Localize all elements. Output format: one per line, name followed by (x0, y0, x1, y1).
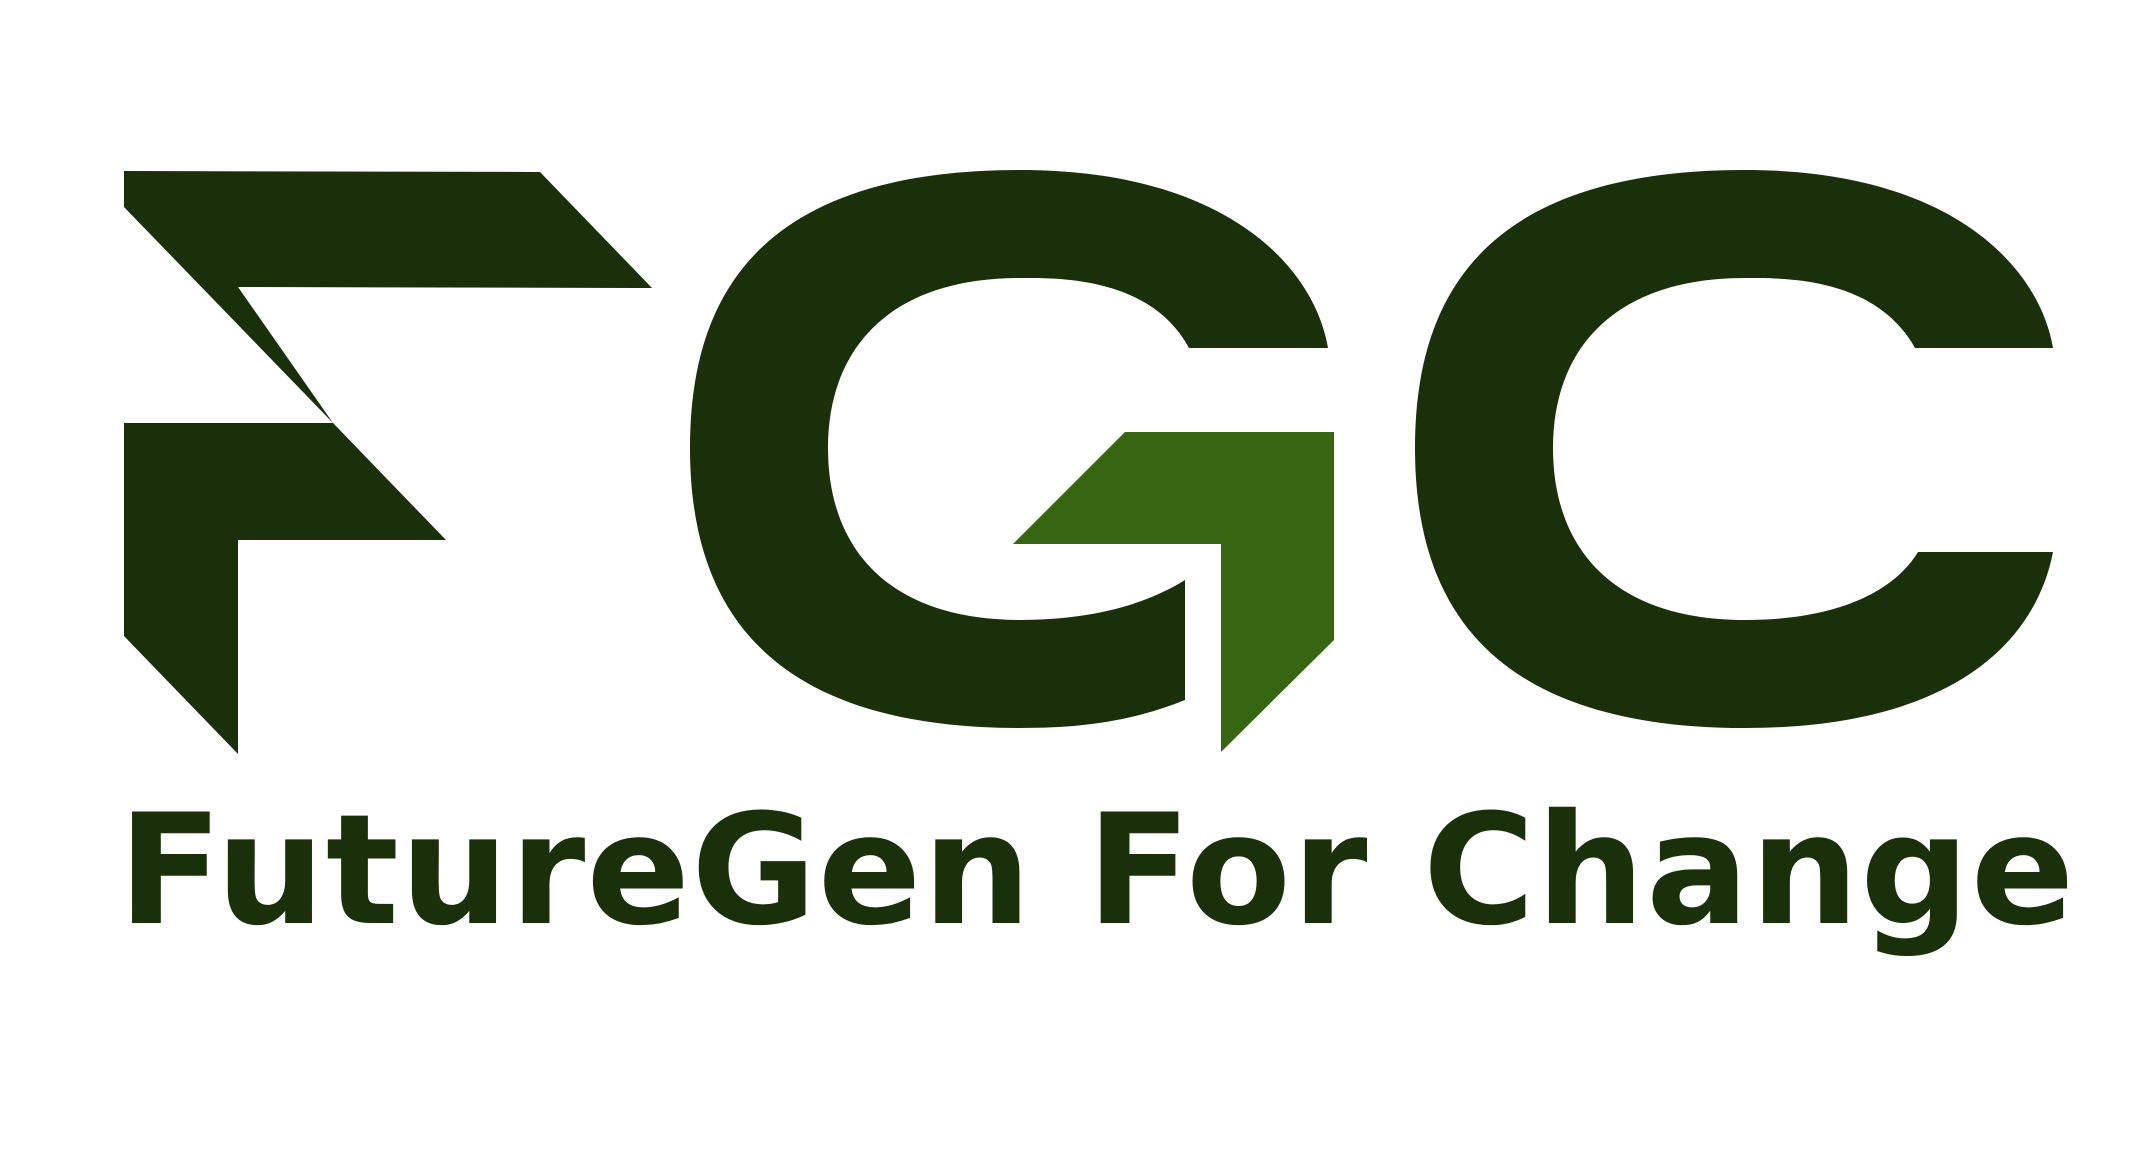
letter-g-arc (690, 170, 1328, 728)
letter-g-arrow-accent (1013, 432, 1334, 752)
letter-f-lower-stem (124, 423, 446, 754)
tagline: FutureGen For Change (118, 782, 2076, 960)
letter-f-top-bar (124, 171, 652, 423)
letter-f (124, 171, 652, 754)
letter-c (1415, 170, 2053, 728)
